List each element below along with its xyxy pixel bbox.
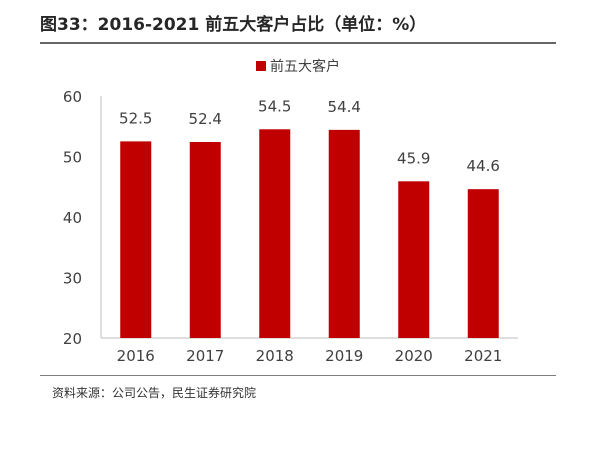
data-label: 52.5	[119, 109, 152, 127]
data-label: 45.9	[397, 149, 430, 167]
source-divider	[40, 375, 556, 376]
bar	[120, 141, 152, 338]
x-tick-label: 2017	[186, 347, 224, 365]
bar	[259, 129, 291, 338]
figure-title: 图33：2016-2021 前五大客户占比（单位：%）	[40, 15, 427, 35]
y-tick-label: 50	[63, 149, 82, 167]
bar	[189, 141, 221, 338]
data-label: 44.6	[467, 157, 500, 175]
y-tick-label: 60	[63, 88, 82, 106]
x-tick-label: 2020	[395, 347, 433, 365]
y-tick-label: 20	[63, 330, 82, 348]
y-axis-ticks: 20 30 40 50 60	[63, 88, 82, 348]
bar	[328, 129, 360, 338]
legend-label: 前五大客户	[270, 58, 340, 75]
source-note: 资料来源：公司公告，民生证券研究院	[52, 386, 257, 400]
bar	[467, 189, 499, 338]
data-label: 54.4	[328, 98, 361, 116]
data-label: 54.5	[258, 97, 291, 115]
data-labels: 52.5 52.4 54.5 54.4 45.9 44.6	[119, 97, 500, 175]
x-tick-label: 2018	[256, 347, 294, 365]
data-label: 52.4	[189, 110, 222, 128]
legend: 前五大客户	[256, 58, 340, 75]
legend-swatch	[256, 61, 266, 71]
y-tick-label: 30	[63, 270, 82, 288]
x-tick-label: 2019	[325, 347, 363, 365]
bars	[120, 129, 499, 338]
x-axis-ticks: 2016 2017 2018 2019 2020 2021	[117, 347, 503, 365]
title-divider	[40, 42, 556, 44]
y-tick-label: 40	[63, 209, 82, 227]
x-tick-label: 2016	[117, 347, 155, 365]
x-tick-label: 2021	[464, 347, 502, 365]
bar	[398, 181, 430, 338]
